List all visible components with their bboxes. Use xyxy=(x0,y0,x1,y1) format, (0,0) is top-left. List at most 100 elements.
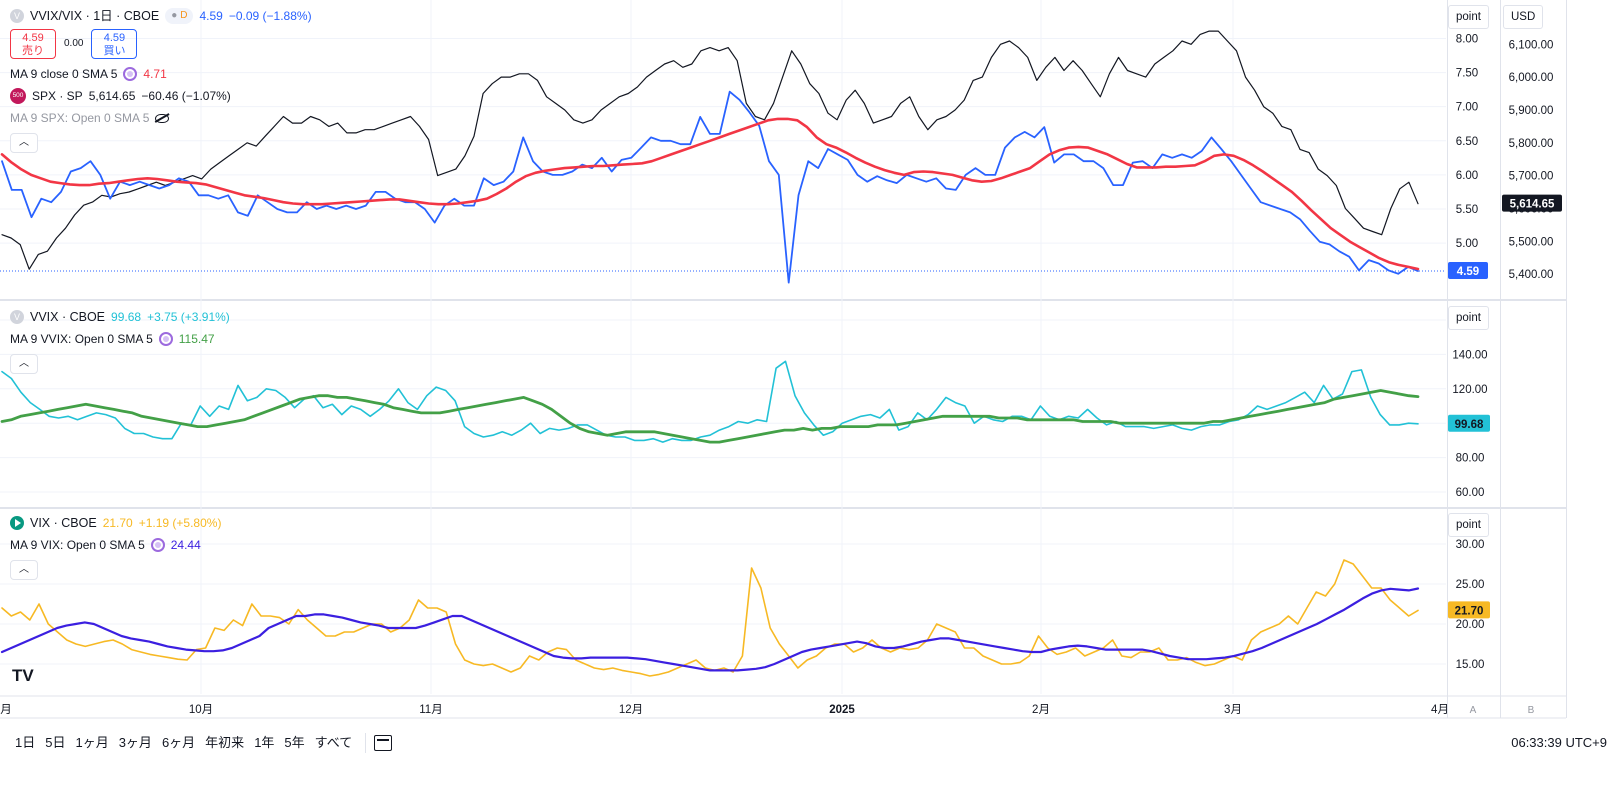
vvix-ma-value: 115.47 xyxy=(178,332,215,346)
ratio-axis-tick: 8.00 xyxy=(1456,33,1478,45)
vvix-line[interactable] xyxy=(1,360,1419,443)
vvix-axis-tick: 60.00 xyxy=(1456,487,1485,499)
vix-ma-value: 24.44 xyxy=(170,538,201,552)
vvix-logo-icon: V xyxy=(10,310,24,324)
vix-axis-tick: 20.00 xyxy=(1456,619,1485,631)
time-axis-label: 11月 xyxy=(419,704,442,716)
sell-button[interactable]: 4.59 売り xyxy=(10,29,56,59)
vvix-scale-mode-button[interactable]: point xyxy=(1448,306,1489,330)
chart-canvas[interactable]: 月 10月 11月 12月 2025 2月 3月 4月 A B 8.00 7.50 7.00 6.50 6.… xyxy=(0,0,1621,728)
vvix-symbol[interactable]: VVIX · CBOE xyxy=(30,310,106,324)
main-change-value: −0.09 (−1.88%) xyxy=(228,9,312,23)
spx-last-label-bg xyxy=(1502,194,1562,212)
vvix-last-value: 99.68 xyxy=(111,310,142,324)
ratio-ma-title[interactable]: MA 9 close 0 SMA 5 xyxy=(10,67,118,81)
spx-line[interactable] xyxy=(1,30,1419,270)
chevron-up-icon: ︿ xyxy=(19,137,29,148)
vix-axis-tick: 30.00 xyxy=(1456,539,1485,551)
range-3m[interactable]: 3ヶ月 xyxy=(118,735,152,750)
data-feed-badge[interactable]: ● D xyxy=(165,8,194,24)
vix-axis-tick: 15.00 xyxy=(1456,659,1485,671)
sync-icon[interactable] xyxy=(123,67,138,81)
time-axis-label: 10月 xyxy=(189,704,213,716)
collapse-legend-button[interactable]: ︿ xyxy=(10,133,38,153)
spread-value: 0.00 xyxy=(64,38,84,49)
vix-ma-title[interactable]: MA 9 VIX: Open 0 SMA 5 xyxy=(10,538,145,552)
spx-ma-title[interactable]: MA 9 SPX: Open 0 SMA 5 xyxy=(10,111,150,125)
spx-axis-tick: 6,100.00 xyxy=(1509,39,1554,51)
range-1d[interactable]: 1日 xyxy=(15,735,36,750)
ratio-line[interactable] xyxy=(1,90,1419,284)
ratio-axis-tick: 5.50 xyxy=(1456,204,1478,216)
time-axis-label: 4月 xyxy=(1431,704,1449,716)
range-1y[interactable]: 1年 xyxy=(254,735,275,750)
toolbar-divider xyxy=(365,733,367,753)
main-symbol[interactable]: VVIX/VIX · 1日 · CBOE xyxy=(30,9,160,23)
collapse-legend-button[interactable]: ︿ xyxy=(10,354,38,374)
vvix-axis-tick: 120.00 xyxy=(1452,384,1487,396)
time-axis-label: 3月 xyxy=(1224,704,1242,716)
main-scale-mode-button[interactable]: point xyxy=(1448,5,1489,29)
clock-readout[interactable]: 06:33:39 UTC+9 xyxy=(1511,735,1607,750)
tradingview-logo[interactable]: TV xyxy=(12,666,44,684)
vvix-ma-title[interactable]: MA 9 VVIX: Open 0 SMA 5 xyxy=(10,332,153,346)
time-axis-label: 2025 xyxy=(829,704,855,716)
currency-button[interactable]: USD xyxy=(1503,5,1544,29)
spx-axis-tick: 5,400.00 xyxy=(1509,269,1554,281)
spx-axis-tick: 6,000.00 xyxy=(1509,72,1554,84)
vix-last-value: 21.70 xyxy=(102,516,133,530)
ratio-ma-line[interactable] xyxy=(0,117,1420,271)
range-6m[interactable]: 6ヶ月 xyxy=(161,735,196,750)
range-5y[interactable]: 5年 xyxy=(284,735,305,750)
chevron-up-icon: ︿ xyxy=(19,358,29,369)
vix-ma-line[interactable] xyxy=(0,587,1420,672)
spx-axis-tick: 5,900.00 xyxy=(1509,105,1554,117)
vix-last-label: 21.70 xyxy=(1455,605,1484,617)
vix-axis-tick: 25.00 xyxy=(1456,579,1485,591)
sync-icon[interactable] xyxy=(150,538,165,552)
range-all[interactable]: すべて xyxy=(314,735,353,750)
trade-buttons: 4.59 売り 0.00 4.59 買い xyxy=(10,29,312,59)
spx-axis-tick: 5,500.00 xyxy=(1509,236,1554,248)
collapse-legend-button[interactable]: ︿ xyxy=(10,560,38,580)
vvix-ma-line[interactable] xyxy=(0,389,1420,444)
vix-pane-legend: VIX · CBOE 21.70 +1.19 (+5.80%) MA 9 VIX… xyxy=(10,512,221,580)
ratio-last-label-bg xyxy=(1448,262,1488,280)
ratio-axis-tick: 6.00 xyxy=(1456,170,1478,182)
scale-a-button[interactable]: A xyxy=(1470,705,1477,716)
vvix-change-value: +3.75 (+3.91%) xyxy=(147,310,230,324)
vvix-last-label: 99.68 xyxy=(1455,419,1484,431)
vvix-axis-tick: 80.00 xyxy=(1456,453,1485,465)
range-ytd[interactable]: 年初来 xyxy=(205,735,245,750)
main-pane-legend: V VVIX/VIX · 1日 · CBOE ● D 4.59 −0.09 (−1… xyxy=(10,5,312,153)
ratio-axis-tick: 5.00 xyxy=(1456,238,1478,250)
sync-icon[interactable] xyxy=(158,332,173,346)
vvix-last-label-bg xyxy=(1448,414,1490,432)
logo-text: TV xyxy=(12,666,34,684)
range-1m[interactable]: 1ヶ月 xyxy=(75,735,109,750)
hidden-eye-icon[interactable] xyxy=(155,113,170,123)
time-axis-label: 12月 xyxy=(619,704,643,716)
vix-last-label-bg xyxy=(1448,601,1490,619)
spx-change-value: −60.46 (−1.07%) xyxy=(141,89,231,103)
buy-button[interactable]: 4.59 買い xyxy=(91,29,138,59)
spx-logo-icon: 500 xyxy=(10,88,26,104)
ratio-axis-tick: 7.00 xyxy=(1456,102,1478,114)
spx-axis-tick: 5,700.00 xyxy=(1509,171,1554,183)
scale-b-button[interactable]: B xyxy=(1528,705,1535,716)
time-axis-label: 2月 xyxy=(1032,704,1050,716)
range-5d[interactable]: 5日 xyxy=(45,735,66,750)
ratio-axis-tick: 6.50 xyxy=(1456,136,1478,148)
ratio-axis-tick: 7.50 xyxy=(1456,68,1478,80)
ratio-last-label: 4.59 xyxy=(1457,266,1479,278)
chevron-up-icon: ︿ xyxy=(19,564,29,575)
calendar-range-icon[interactable] xyxy=(374,735,393,751)
ratio-ma-value: 4.71 xyxy=(143,67,167,81)
spx-symbol[interactable]: SPX · SP xyxy=(32,89,83,103)
vvix-pane-legend: V VVIX · CBOE 99.68 +3.75 (+3.91%) MA 9 … xyxy=(10,306,230,374)
vix-change-value: +1.19 (+5.80%) xyxy=(138,516,222,530)
range-toolbar: 1日 5日 1ヶ月 3ヶ月 6ヶ月 年初来 1年 5年 すべて xyxy=(0,728,1621,758)
vix-scale-mode-button[interactable]: point xyxy=(1448,513,1489,537)
vvix-axis-tick: 140.00 xyxy=(1452,349,1487,361)
vix-symbol[interactable]: VIX · CBOE xyxy=(30,516,97,530)
